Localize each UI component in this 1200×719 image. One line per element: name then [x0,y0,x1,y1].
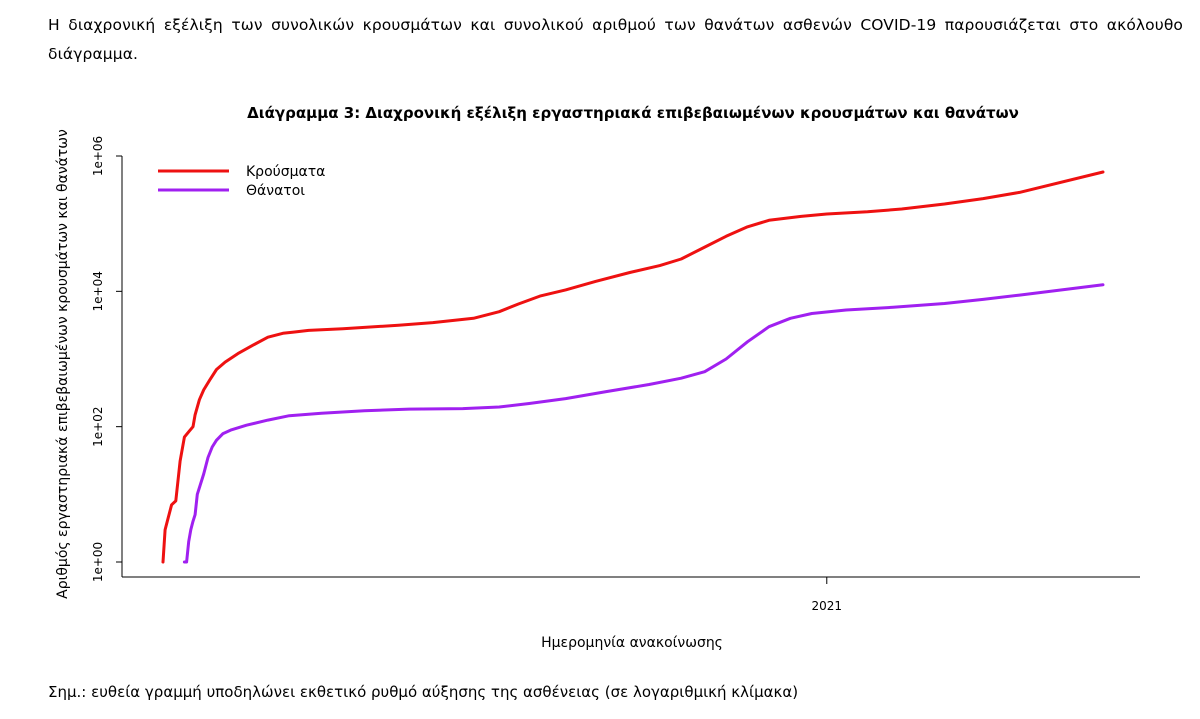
y-tick-label: 1e+02 [91,406,105,446]
intro-paragraph: Η διαχρονική εξέλιξη των συνολικών κρουσ… [48,16,1183,63]
series-line-cases [161,170,1105,564]
y-ticks: 1e+00 1e+02 1e+04 1e+06 [91,136,122,582]
series-line-deaths [182,283,1105,564]
x-ticks: 2021 [812,577,843,613]
legend-label-cases: Κρούσματα [246,164,325,180]
footnote: Σημ.: ευθεία γραμμή υποδηλώνει εκθετικό … [48,683,799,701]
y-tick-label: 1e+00 [91,542,105,582]
x-tick-label: 2021 [812,599,843,613]
x-axis-label: Ημερομηνία ανακοίνωσης [541,635,723,651]
y-axis-label: Αριθμός εργαστηριακά επιβεβαιωμένων κρου… [55,129,71,599]
y-tick-label: 1e+04 [91,271,105,311]
y-tick-label: 1e+06 [91,136,105,176]
legend: Κρούσματα Θάνατοι [158,164,325,199]
legend-label-deaths: Θάνατοι [246,183,305,199]
series-lines [161,170,1105,564]
chart-title: Διάγραμμα 3: Διαχρονική εξέλιξη εργαστηρ… [247,104,1019,122]
